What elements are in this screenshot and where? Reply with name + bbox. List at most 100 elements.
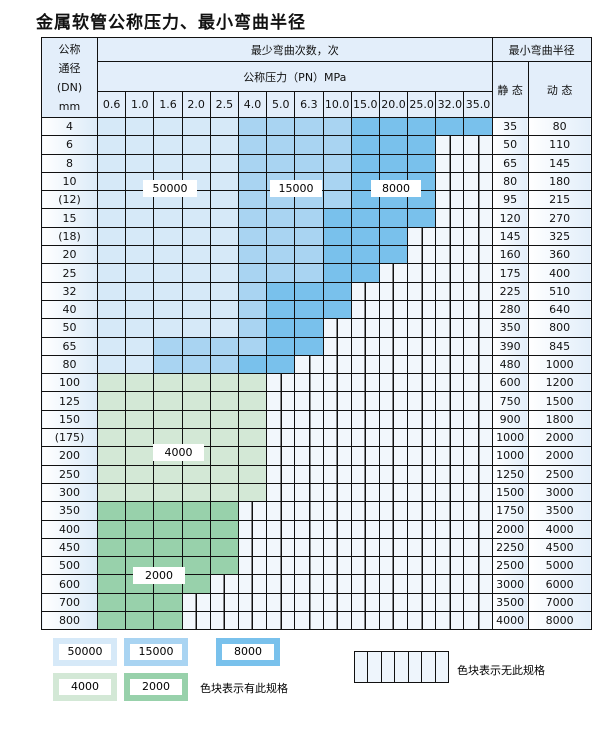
- spec-cell-2000: [209, 519, 239, 539]
- spec-cell-15000: [322, 190, 352, 210]
- spec-cell-50000: [209, 135, 239, 155]
- spec-cell-50000: [96, 153, 127, 173]
- spec-cell-none: [463, 501, 493, 521]
- table-row: 250 1250 2500: [41, 464, 592, 484]
- static-radius-cell: 2250: [491, 537, 529, 558]
- spec-cell-4000: [96, 409, 127, 430]
- static-radius-cell: 2000: [491, 519, 529, 539]
- spec-cell-none: [463, 226, 493, 247]
- spec-cell-none: [407, 391, 437, 411]
- spec-cell-none: [294, 501, 324, 521]
- spec-cell-4000: [181, 409, 211, 430]
- static-radius-cell: 1250: [491, 464, 529, 484]
- spec-cell-8000: [266, 281, 296, 301]
- table-row: 50 350 800: [41, 318, 592, 338]
- spec-cell-none: [463, 464, 493, 484]
- spec-cell-none: [322, 409, 352, 430]
- spec-cell-none: [407, 556, 437, 576]
- spec-cell-none: [407, 592, 437, 613]
- spec-cell-none: [294, 373, 324, 393]
- dn-cell: 400: [41, 519, 98, 539]
- dn-header: 公称 通径 (DN) mm: [41, 37, 98, 118]
- spec-cell-none: [435, 281, 465, 301]
- spec-cell-none: [407, 464, 437, 484]
- spec-cell-none: [322, 611, 352, 631]
- spec-cell-2000: [96, 501, 127, 521]
- spec-cell-none: [209, 574, 239, 594]
- spec-cell-50000: [181, 153, 211, 173]
- spec-cell-8000: [322, 263, 352, 283]
- dynamic-radius-cell: 325: [527, 226, 592, 247]
- spec-cell-none: [407, 245, 437, 265]
- dynamic-radius-cell: 1000: [527, 354, 592, 375]
- static-header: 静 态: [491, 61, 529, 118]
- spec-cell-4000: [153, 373, 183, 393]
- spec-cell-none: [378, 482, 409, 503]
- spec-cell-15000: [237, 245, 268, 265]
- spec-cell-50000: [181, 116, 211, 137]
- static-radius-cell: 390: [491, 336, 529, 356]
- spec-cell-none: [294, 592, 324, 613]
- spec-cell-2000: [209, 556, 239, 576]
- spec-cell-4000: [237, 391, 268, 411]
- spec-cell-8000: [407, 116, 437, 137]
- spec-cell-none: [237, 556, 268, 576]
- spec-cell-15000: [237, 299, 268, 320]
- spec-cell-none: [378, 446, 409, 466]
- pressure-col-header: 10.0: [322, 91, 352, 118]
- table-row: (175) 1000 2000: [41, 428, 592, 448]
- spec-cell-15000: [266, 226, 296, 247]
- spec-cell-none: [378, 263, 409, 283]
- spec-cell-none: [237, 519, 268, 539]
- dynamic-radius-cell: 800: [527, 318, 592, 338]
- spec-cell-15000: [266, 135, 296, 155]
- table-row: 4 35 80: [41, 116, 592, 137]
- spec-cell-none: [294, 409, 324, 430]
- spec-cell-none: [378, 281, 409, 301]
- dn-cell: 300: [41, 482, 98, 503]
- spec-cell-8000: [407, 153, 437, 173]
- dn-cell: (12): [41, 190, 98, 210]
- spec-cell-50000: [181, 208, 211, 228]
- spec-cell-2000: [153, 592, 183, 613]
- spec-cell-15000: [266, 116, 296, 137]
- static-radius-cell: 900: [491, 409, 529, 430]
- static-radius-cell: 750: [491, 391, 529, 411]
- spec-cell-4000: [125, 464, 155, 484]
- spec-cell-none: [463, 245, 493, 265]
- dynamic-radius-cell: 640: [527, 299, 592, 320]
- dn-cell: 32: [41, 281, 98, 301]
- dynamic-radius-cell: 80: [527, 116, 592, 137]
- spec-cell-2000: [96, 574, 127, 594]
- spec-cell-none: [350, 556, 380, 576]
- static-radius-cell: 225: [491, 281, 529, 301]
- spec-cell-2000: [96, 611, 127, 631]
- static-radius-cell: 35: [491, 116, 529, 137]
- spec-cell-none: [463, 318, 493, 338]
- cycles-header: 最少弯曲次数，次: [97, 37, 493, 62]
- spec-cell-2000: [153, 611, 183, 631]
- spec-cell-none: [266, 446, 296, 466]
- spec-cell-15000: [266, 263, 296, 283]
- spec-cell-2000: [125, 537, 155, 558]
- spec-cell-none: [266, 373, 296, 393]
- spec-cell-none: [407, 336, 437, 356]
- spec-cell-none: [322, 391, 352, 411]
- spec-cell-none: [350, 592, 380, 613]
- legend-15000: 15000: [124, 638, 188, 666]
- table-row: 40 280 640: [41, 299, 592, 320]
- spec-cell-8000: [350, 263, 380, 283]
- static-radius-cell: 280: [491, 299, 529, 320]
- spec-cell-none: [463, 519, 493, 539]
- spec-cell-none: [435, 135, 465, 155]
- spec-cell-none: [181, 592, 211, 613]
- spec-cell-8000: [378, 116, 409, 137]
- spec-cell-50000: [96, 299, 127, 320]
- spec-cell-none: [322, 519, 352, 539]
- spec-cell-none: [435, 501, 465, 521]
- spec-cell-50000: [153, 263, 183, 283]
- spec-cell-50000: [209, 299, 239, 320]
- dn-cell: 65: [41, 336, 98, 356]
- spec-cell-none: [350, 299, 380, 320]
- static-radius-cell: 350: [491, 318, 529, 338]
